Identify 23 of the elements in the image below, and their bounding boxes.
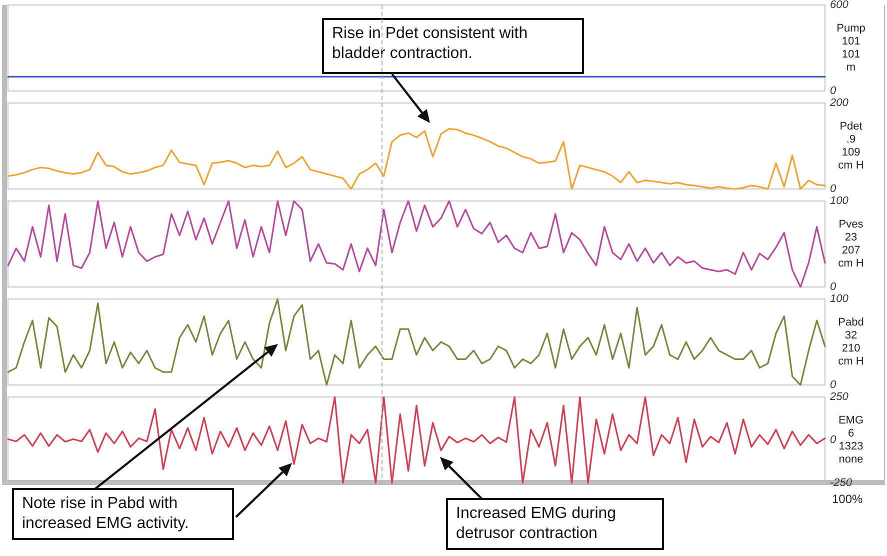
- text: 100%: [832, 492, 863, 506]
- line-series: [7, 128, 826, 190]
- y-tick-label: 600: [830, 0, 850, 11]
- y-tick-label: 200: [829, 97, 850, 109]
- annotation: Rise in Pdet consistent with bladder contraction.: [322, 18, 584, 74]
- y-tick-label: 250: [829, 391, 850, 403]
- y-tick-label: 0: [830, 85, 837, 97]
- line-series: [7, 298, 826, 386]
- y-tick-label: 0: [830, 281, 837, 293]
- y-tick-label: 0: [830, 379, 837, 391]
- y-tick-label: -250: [830, 477, 853, 489]
- y-tick-label: 0: [830, 434, 837, 446]
- y-axis-title: EMG 6 1323 none: [838, 414, 864, 466]
- y-axis-title: Pves 23 207 cm H: [838, 218, 864, 270]
- y-axis-title: Pabd 32 210 cm H: [838, 316, 864, 368]
- text: Increased EMG during detrusor contraction: [446, 498, 664, 550]
- y-axis-title: Pump 101 101 m: [836, 22, 866, 74]
- y-tick-label: 0: [830, 183, 837, 195]
- y-axis-title: Pdet .9 109 cm H: [838, 120, 864, 172]
- y-tick-label: 100: [830, 293, 850, 305]
- y-tick-label: 100: [830, 195, 850, 207]
- line-series: [7, 200, 826, 288]
- text: Note rise in Pabd with increased EMG activity.: [12, 488, 234, 540]
